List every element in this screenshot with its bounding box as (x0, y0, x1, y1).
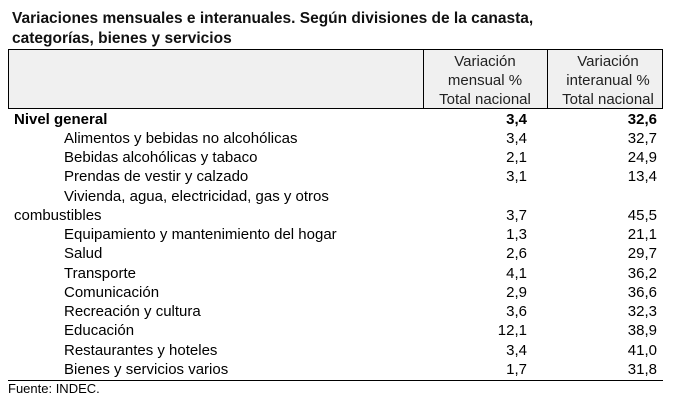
row-interanual: 32,6 (627, 111, 657, 128)
table-row: Educación 12,1 38,9 (8, 321, 663, 340)
table-row: Alimentos y bebidas no alcohólicas 3,4 3… (8, 129, 663, 148)
table-row: Comunicación 2,9 36,6 (8, 283, 663, 302)
row-label: Equipamiento y mantenimiento del hogar (64, 226, 337, 243)
row-mensual: 3,4 (506, 130, 527, 147)
row-label: Recreación y cultura (64, 303, 201, 320)
column-divider-1 (423, 50, 424, 108)
table-row: Recreación y cultura 3,6 32,3 (8, 302, 663, 321)
table-border-right (662, 50, 663, 108)
row-label: Restaurantes y hoteles (64, 342, 218, 359)
data-table: Variación mensual % Total nacional Varia… (8, 49, 663, 381)
row-label: Bebidas alcohólicas y tabaco (64, 149, 258, 166)
title-line-2: categorías, bienes y servicios (12, 29, 232, 47)
row-interanual: 13,4 (627, 168, 657, 185)
table-border-left (8, 50, 9, 108)
header-mensual-line-1: Variación (454, 53, 516, 70)
row-label: Alimentos y bebidas no alcohólicas (64, 130, 298, 147)
table-row: Nivel general 3,4 32,6 (8, 110, 663, 129)
row-interanual: 21,1 (627, 226, 657, 243)
table-row-wrapped-first-line: Vivienda, agua, electricidad, gas y otro… (8, 187, 663, 206)
row-interanual: 45,5 (627, 207, 657, 224)
table-row: Restaurantes y hoteles 3,4 41,0 (8, 341, 663, 360)
table-row: Equipamiento y mantenimiento del hogar 1… (8, 225, 663, 244)
row-interanual: 31,8 (627, 361, 657, 378)
table-row: Transporte 4,1 36,2 (8, 264, 663, 283)
row-label: Vivienda, agua, electricidad, gas y otro… (64, 188, 329, 205)
header-interanual-line-3: Total nacional (562, 91, 654, 108)
row-interanual: 32,7 (627, 130, 657, 147)
row-mensual: 3,4 (506, 342, 527, 359)
table-row: combustibles 3,7 45,5 (8, 206, 663, 225)
row-mensual: 4,1 (506, 265, 527, 282)
row-label: Nivel general (14, 111, 108, 128)
source-note: Fuente: INDEC. (8, 381, 100, 396)
table-row: Prendas de vestir y calzado 3,1 13,4 (8, 167, 663, 186)
row-interanual: 32,3 (627, 303, 657, 320)
row-label: Comunicación (64, 284, 160, 301)
row-mensual: 2,6 (506, 245, 527, 262)
row-mensual: 12,1 (497, 322, 527, 339)
row-mensual: 1,3 (506, 226, 527, 243)
row-mensual: 2,9 (506, 284, 527, 301)
row-interanual: 41,0 (627, 342, 657, 359)
row-interanual: 29,7 (627, 245, 657, 262)
row-mensual: 2,1 (506, 149, 527, 166)
header-mensual-line-2: mensual % (447, 72, 523, 89)
row-label: Prendas de vestir y calzado (64, 168, 249, 185)
title-line-1: Variaciones mensuales e interanuales. Se… (12, 10, 534, 27)
table-row: Salud 2,6 29,7 (8, 244, 663, 263)
table-header: Variación mensual % Total nacional Varia… (8, 49, 663, 109)
row-label-continuation: combustibles (14, 207, 102, 224)
row-interanual: 38,9 (627, 322, 657, 339)
row-interanual: 24,9 (627, 149, 657, 166)
header-mensual-line-3: Total nacional (439, 91, 531, 108)
table-body: Nivel general 3,4 32,6 Alimentos y bebid… (8, 109, 663, 381)
header-mensual: Variación mensual % Total nacional (423, 52, 547, 109)
table-row: Bebidas alcohólicas y tabaco 2,1 24,9 (8, 148, 663, 167)
header-interanual-line-2: interanual % (566, 72, 650, 89)
row-mensual: 3,7 (506, 207, 527, 224)
row-mensual: 3,1 (506, 168, 527, 185)
header-interanual: Variación interanual % Total nacional (547, 52, 669, 109)
row-interanual: 36,2 (627, 265, 657, 282)
row-label: Bienes y servicios varios (64, 361, 229, 378)
row-mensual: 1,7 (506, 361, 527, 378)
column-divider-2 (547, 50, 548, 108)
row-interanual: 36,6 (627, 284, 657, 301)
row-label: Salud (64, 245, 103, 262)
table-title: Variaciones mensuales e interanuales. Se… (12, 9, 652, 48)
row-mensual: 3,6 (506, 303, 527, 320)
header-interanual-line-1: Variación (577, 53, 639, 70)
row-label: Educación (64, 322, 135, 339)
table-row: Bienes y servicios varios 1,7 31,8 (8, 360, 663, 379)
row-label: Transporte (64, 265, 136, 282)
row-mensual: 3,4 (506, 111, 527, 128)
